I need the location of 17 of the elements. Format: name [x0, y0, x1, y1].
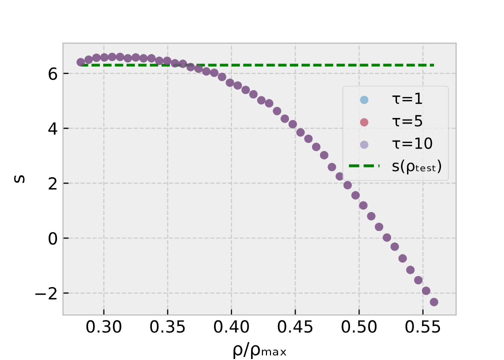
y-axis-title: s — [14, 175, 25, 183]
legend-label: τ=1 — [392, 92, 422, 104]
legend-label: τ=5 — [392, 115, 422, 127]
y-tick-label: −2 — [35, 287, 56, 300]
y-tick-label: 0 — [48, 232, 58, 245]
x-tick-label: 0.40 — [214, 320, 249, 333]
x-tick-label: 0.50 — [342, 320, 377, 333]
x-tick-label: 0.30 — [86, 320, 122, 333]
legend-label: s(ρₜₑₛₜ) — [392, 160, 442, 174]
x-axis-title: ρ/ρₘₐₓ — [234, 342, 286, 360]
x-tick-label: 0.55 — [405, 320, 440, 333]
y-tick-label: 4 — [48, 122, 58, 135]
x-tick-label: 0.35 — [150, 320, 185, 333]
y-tick-label: 6 — [48, 67, 58, 80]
x-tick-label: 0.45 — [278, 320, 312, 333]
legend-label: τ=10 — [392, 137, 432, 149]
y-tick-label: 2 — [48, 177, 56, 190]
